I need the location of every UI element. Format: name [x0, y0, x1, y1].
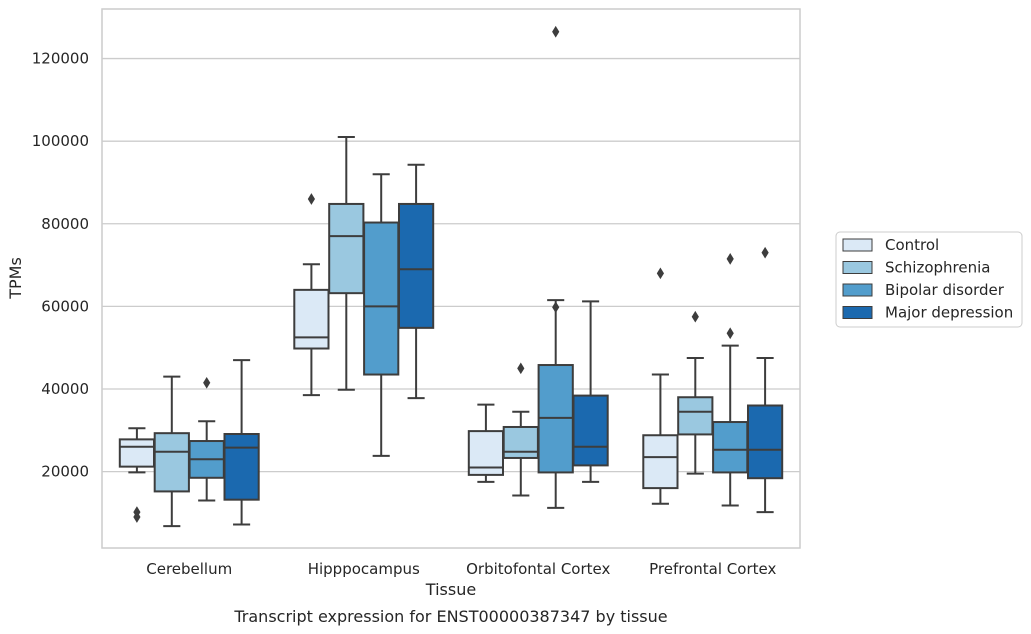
box-schizophrenia: [153, 375, 190, 528]
outlier-point: [656, 267, 664, 280]
legend-swatch: [842, 261, 873, 274]
outlier-point: [552, 301, 560, 314]
outlier-point: [691, 310, 699, 323]
box-control: [642, 267, 679, 505]
box-iqr: [293, 288, 330, 350]
box-iqr: [328, 202, 365, 295]
legend-label: Control: [885, 236, 939, 254]
outlier-point: [761, 246, 769, 259]
box-iqr: [153, 432, 190, 493]
box-iqr: [502, 425, 539, 459]
outlier-point: [726, 253, 734, 265]
legend-label: Schizophrenia: [885, 259, 990, 277]
x-tick-label: Hipppocampus: [308, 560, 420, 578]
y-tick-label: 40000: [41, 380, 89, 398]
box-bipolar-disorder: [363, 173, 400, 457]
y-tick-label: 20000: [41, 463, 89, 481]
x-tick-label: Orbitofontal Cortex: [466, 560, 610, 578]
box-bipolar-disorder: [712, 253, 749, 507]
legend-label: Bipolar disorder: [885, 281, 1005, 299]
box-bipolar-disorder: [188, 376, 225, 502]
box-major-depression: [223, 359, 260, 526]
grid-lines: [102, 57, 800, 473]
legend-frame: [835, 231, 1023, 328]
box-bipolar-disorder: [537, 25, 574, 509]
legend-label: Major depression: [885, 304, 1013, 322]
x-tick-labels: Cerebellum Hipppocampus Orbitofontal Corte…: [146, 560, 776, 578]
box-iqr: [118, 438, 156, 468]
box-schizophrenia: [677, 310, 714, 475]
x-tick-label: Cerebellum: [146, 560, 232, 578]
y-tick-label: 100000: [32, 132, 89, 150]
legend-swatch: [842, 238, 873, 252]
box-control: [118, 427, 156, 523]
x-tick-label: Prefrontal Cortex: [649, 560, 776, 578]
y-tick-label: 120000: [32, 50, 89, 68]
box-iqr: [223, 433, 260, 501]
legend-swatch: [842, 283, 873, 297]
box-iqr: [642, 434, 679, 490]
legend-swatch: [842, 306, 873, 319]
outlier-point: [726, 327, 734, 340]
y-axis-label: TPMs: [6, 257, 25, 300]
outlier-point: [517, 362, 525, 375]
box-control: [293, 193, 330, 397]
box-control: [467, 403, 505, 483]
box-schizophrenia: [328, 136, 365, 391]
y-tick-label: 60000: [41, 297, 89, 315]
box-schizophrenia: [502, 362, 539, 497]
box-major-depression: [572, 300, 609, 483]
y-tick-labels: 20000 40000 60000 80000 100000 120000: [32, 50, 89, 481]
legend: Control Schizophrenia Bipolar disorder Majo…: [835, 231, 1023, 328]
y-tick-label: 80000: [41, 215, 89, 233]
box-iqr: [363, 221, 400, 376]
plot-frame: [101, 8, 801, 549]
x-axis-label: Tissue: [425, 580, 476, 599]
outlier-point: [203, 376, 211, 389]
outlier-point: [552, 25, 560, 38]
outlier-point: [307, 193, 315, 205]
box-iqr: [712, 421, 749, 474]
box-iqr: [572, 394, 609, 467]
box-iqr: [397, 202, 435, 329]
outlier-point: [133, 511, 141, 523]
plot-boxes: [118, 25, 784, 528]
box-major-depression: [397, 163, 435, 400]
box-major-depression: [746, 246, 784, 514]
box-iqr: [677, 396, 714, 436]
box-iqr: [746, 404, 784, 480]
chart-caption: Transcript expression for ENST0000038734…: [233, 607, 667, 626]
